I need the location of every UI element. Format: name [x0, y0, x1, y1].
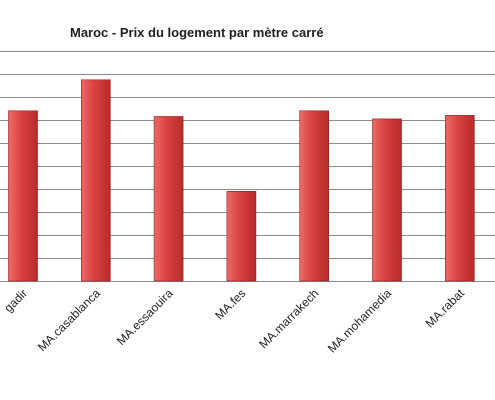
bar-ma-casablanca [81, 79, 111, 282]
x-tick-label: MA.casablanca [35, 286, 103, 354]
chart-title: Maroc - Prix du logement par mètre carré [70, 25, 324, 40]
x-tick-label: MA.essaouira [114, 286, 176, 348]
x-tick-label: MA.fes [212, 286, 248, 322]
x-tick-label: gadir [1, 286, 30, 315]
bar-ma-agadir [8, 110, 38, 282]
bar-ma-rabat [444, 115, 475, 282]
bar-ma-fes [226, 191, 257, 282]
x-axis-labels: gadir MA.casablanca MA.essaouira MA.fes MA.m… [1, 286, 468, 356]
bar-ma-marrakech [299, 110, 330, 282]
x-tick-label: MA.marrakech [256, 286, 321, 351]
x-tick-label: MA.mohamedia [325, 286, 395, 356]
bars [8, 79, 475, 282]
bar-ma-essaouira [153, 116, 184, 282]
bar-ma-mohamedia [372, 118, 402, 282]
x-tick-label: MA.rabat [423, 286, 468, 331]
